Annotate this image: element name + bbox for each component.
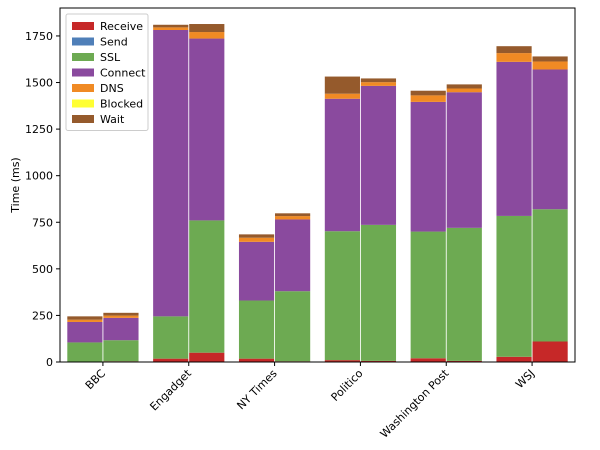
legend-label-ssl: SSL: [100, 51, 121, 64]
legend-swatch-connect: [72, 68, 94, 77]
bar-dns-segment: [153, 27, 189, 30]
bar-connect-segment: [103, 317, 139, 341]
legend-label-receive: Receive: [100, 20, 143, 33]
bar-ssl-segment: [103, 340, 139, 362]
bar-ssl-segment: [67, 342, 103, 362]
bar-wait-segment: [67, 316, 103, 320]
bar-dns-segment: [189, 32, 225, 39]
bar-connect-segment: [153, 29, 189, 317]
legend-label-send: Send: [100, 36, 128, 49]
legend-swatch-dns: [72, 84, 94, 92]
bar-dns-segment: [446, 88, 482, 93]
bar-receive-segment: [153, 358, 189, 362]
y-tick-label: 1250: [25, 123, 53, 136]
bar-wait-segment: [153, 24, 189, 28]
legend-swatch-ssl: [72, 53, 94, 61]
bar-wait-segment: [410, 90, 446, 96]
x-tick-label: Politico: [329, 367, 366, 404]
bar-connect-segment: [189, 38, 225, 221]
bar-connect-segment: [324, 98, 360, 232]
legend-swatch-blocked: [72, 99, 94, 108]
bar-receive-segment: [360, 360, 397, 362]
bar-connect-segment: [496, 61, 532, 216]
bar-wait-segment: [360, 78, 397, 83]
bar-wait-segment: [446, 84, 482, 89]
legend-label-blocked: Blocked: [100, 98, 143, 111]
legend-label-connect: Connect: [100, 67, 146, 80]
bar-wait-segment: [324, 76, 360, 94]
bar-connect-segment: [275, 219, 311, 292]
bar-connect-segment: [67, 321, 103, 343]
bars: [67, 24, 568, 362]
legend-label-wait: Wait: [100, 113, 125, 126]
bar-receive-segment: [324, 360, 360, 362]
bar-wait-segment: [275, 213, 311, 217]
bar-dns-segment: [410, 95, 446, 102]
bar-receive-segment: [238, 358, 275, 362]
bar-dns-segment: [238, 237, 275, 242]
x-tick-label: NY Times: [234, 367, 280, 413]
x-tick-label: BBC: [83, 367, 108, 392]
bar-dns-segment: [275, 216, 311, 220]
legend-label-dns: DNS: [100, 82, 124, 95]
bar-ssl-segment: [324, 231, 360, 361]
bar-receive-segment: [496, 356, 532, 362]
bar-ssl-segment: [153, 316, 189, 359]
bar-receive-segment: [410, 358, 446, 362]
bar-dns-segment: [360, 82, 397, 86]
bar-receive-segment: [446, 360, 482, 362]
bar-wait-segment: [189, 24, 225, 33]
bar-ssl-segment: [496, 215, 532, 357]
bar-wait-segment: [496, 46, 532, 54]
x-tick-label: Washington Post: [378, 366, 452, 440]
bar-connect-segment: [360, 85, 397, 225]
bar-wait-segment: [238, 234, 275, 238]
bar-ssl-segment: [275, 291, 311, 362]
bar-ssl-segment: [360, 224, 397, 361]
bar-wait-segment: [103, 312, 139, 316]
x-tick-label: Engadget: [147, 366, 194, 413]
bar-wait-segment: [532, 56, 568, 62]
bar-ssl-segment: [238, 300, 275, 359]
bar-connect-segment: [446, 92, 482, 228]
y-tick-label: 500: [32, 263, 53, 276]
plot-frame: [59, 7, 576, 363]
bar-receive-segment: [532, 341, 568, 362]
legend-swatch-receive: [72, 22, 94, 30]
y-tick-label: 1500: [25, 77, 53, 90]
x-tick-label: WSJ: [513, 367, 537, 391]
bar-dns-segment: [103, 315, 139, 318]
y-tick-label: 1750: [25, 30, 53, 43]
bar-ssl-segment: [189, 220, 225, 353]
y-axis-label: Time (ms): [9, 157, 22, 213]
bar-ssl-segment: [532, 209, 568, 342]
legend: Receive Send SSL Connect DNS Blocked Wait: [65, 13, 149, 131]
bar-receive-segment: [189, 352, 225, 362]
bar-dns-segment: [532, 61, 568, 70]
bar-ssl-segment: [446, 227, 482, 361]
bar-dns-segment: [324, 93, 360, 99]
bar-connect-segment: [410, 101, 446, 232]
bar-connect-segment: [532, 69, 568, 210]
y-tick-label: 0: [46, 356, 53, 369]
y-tick-label: 1000: [25, 170, 53, 183]
bar-ssl-segment: [410, 231, 446, 359]
bar-connect-segment: [238, 241, 275, 301]
legend-swatch-send: [72, 37, 94, 46]
y-tick-label: 250: [32, 309, 53, 322]
y-tick-label: 750: [32, 216, 53, 229]
bar-dns-segment: [496, 53, 532, 62]
bar-dns-segment: [67, 319, 103, 322]
legend-swatch-wait: [72, 115, 94, 123]
